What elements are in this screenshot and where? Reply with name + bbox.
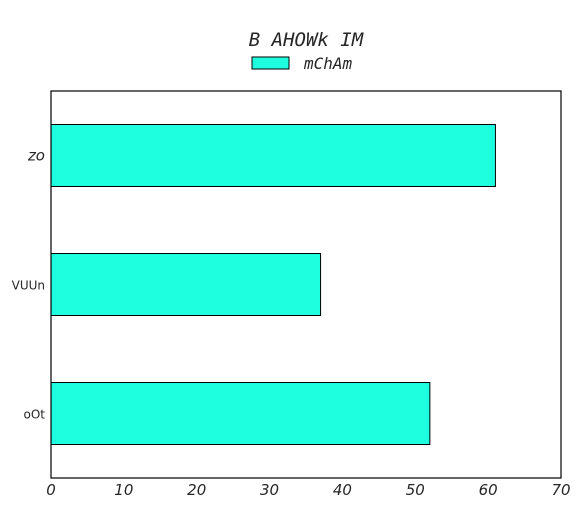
y-tick-label: VUUn [12,279,45,293]
x-tick-label: 70 [551,481,570,499]
legend: mChAm [251,54,353,73]
bar-zo [50,124,496,187]
y-axis-ticks: oOt VUUn zo [12,147,46,422]
bars [50,124,496,445]
x-axis-ticks: 0 10 20 30 40 50 60 70 [46,481,570,499]
x-tick-label: 30 [260,481,279,499]
bar-VUUn [50,253,322,316]
bar-oOt [50,382,431,445]
x-tick-label: 0 [46,481,56,499]
y-tick-label: oOt [24,408,46,422]
x-tick-label: 10 [114,481,133,499]
legend-swatch [251,56,290,70]
chart-title: B AHOWk IM [249,29,364,51]
x-tick-label: 60 [479,481,498,499]
y-tick-label: zo [27,147,45,165]
legend-label: mChAm [303,54,353,73]
x-tick-label: 20 [187,481,206,499]
plot-area-frame [50,90,562,479]
x-tick-label: 50 [406,481,425,499]
x-tick-label: 40 [333,481,352,499]
